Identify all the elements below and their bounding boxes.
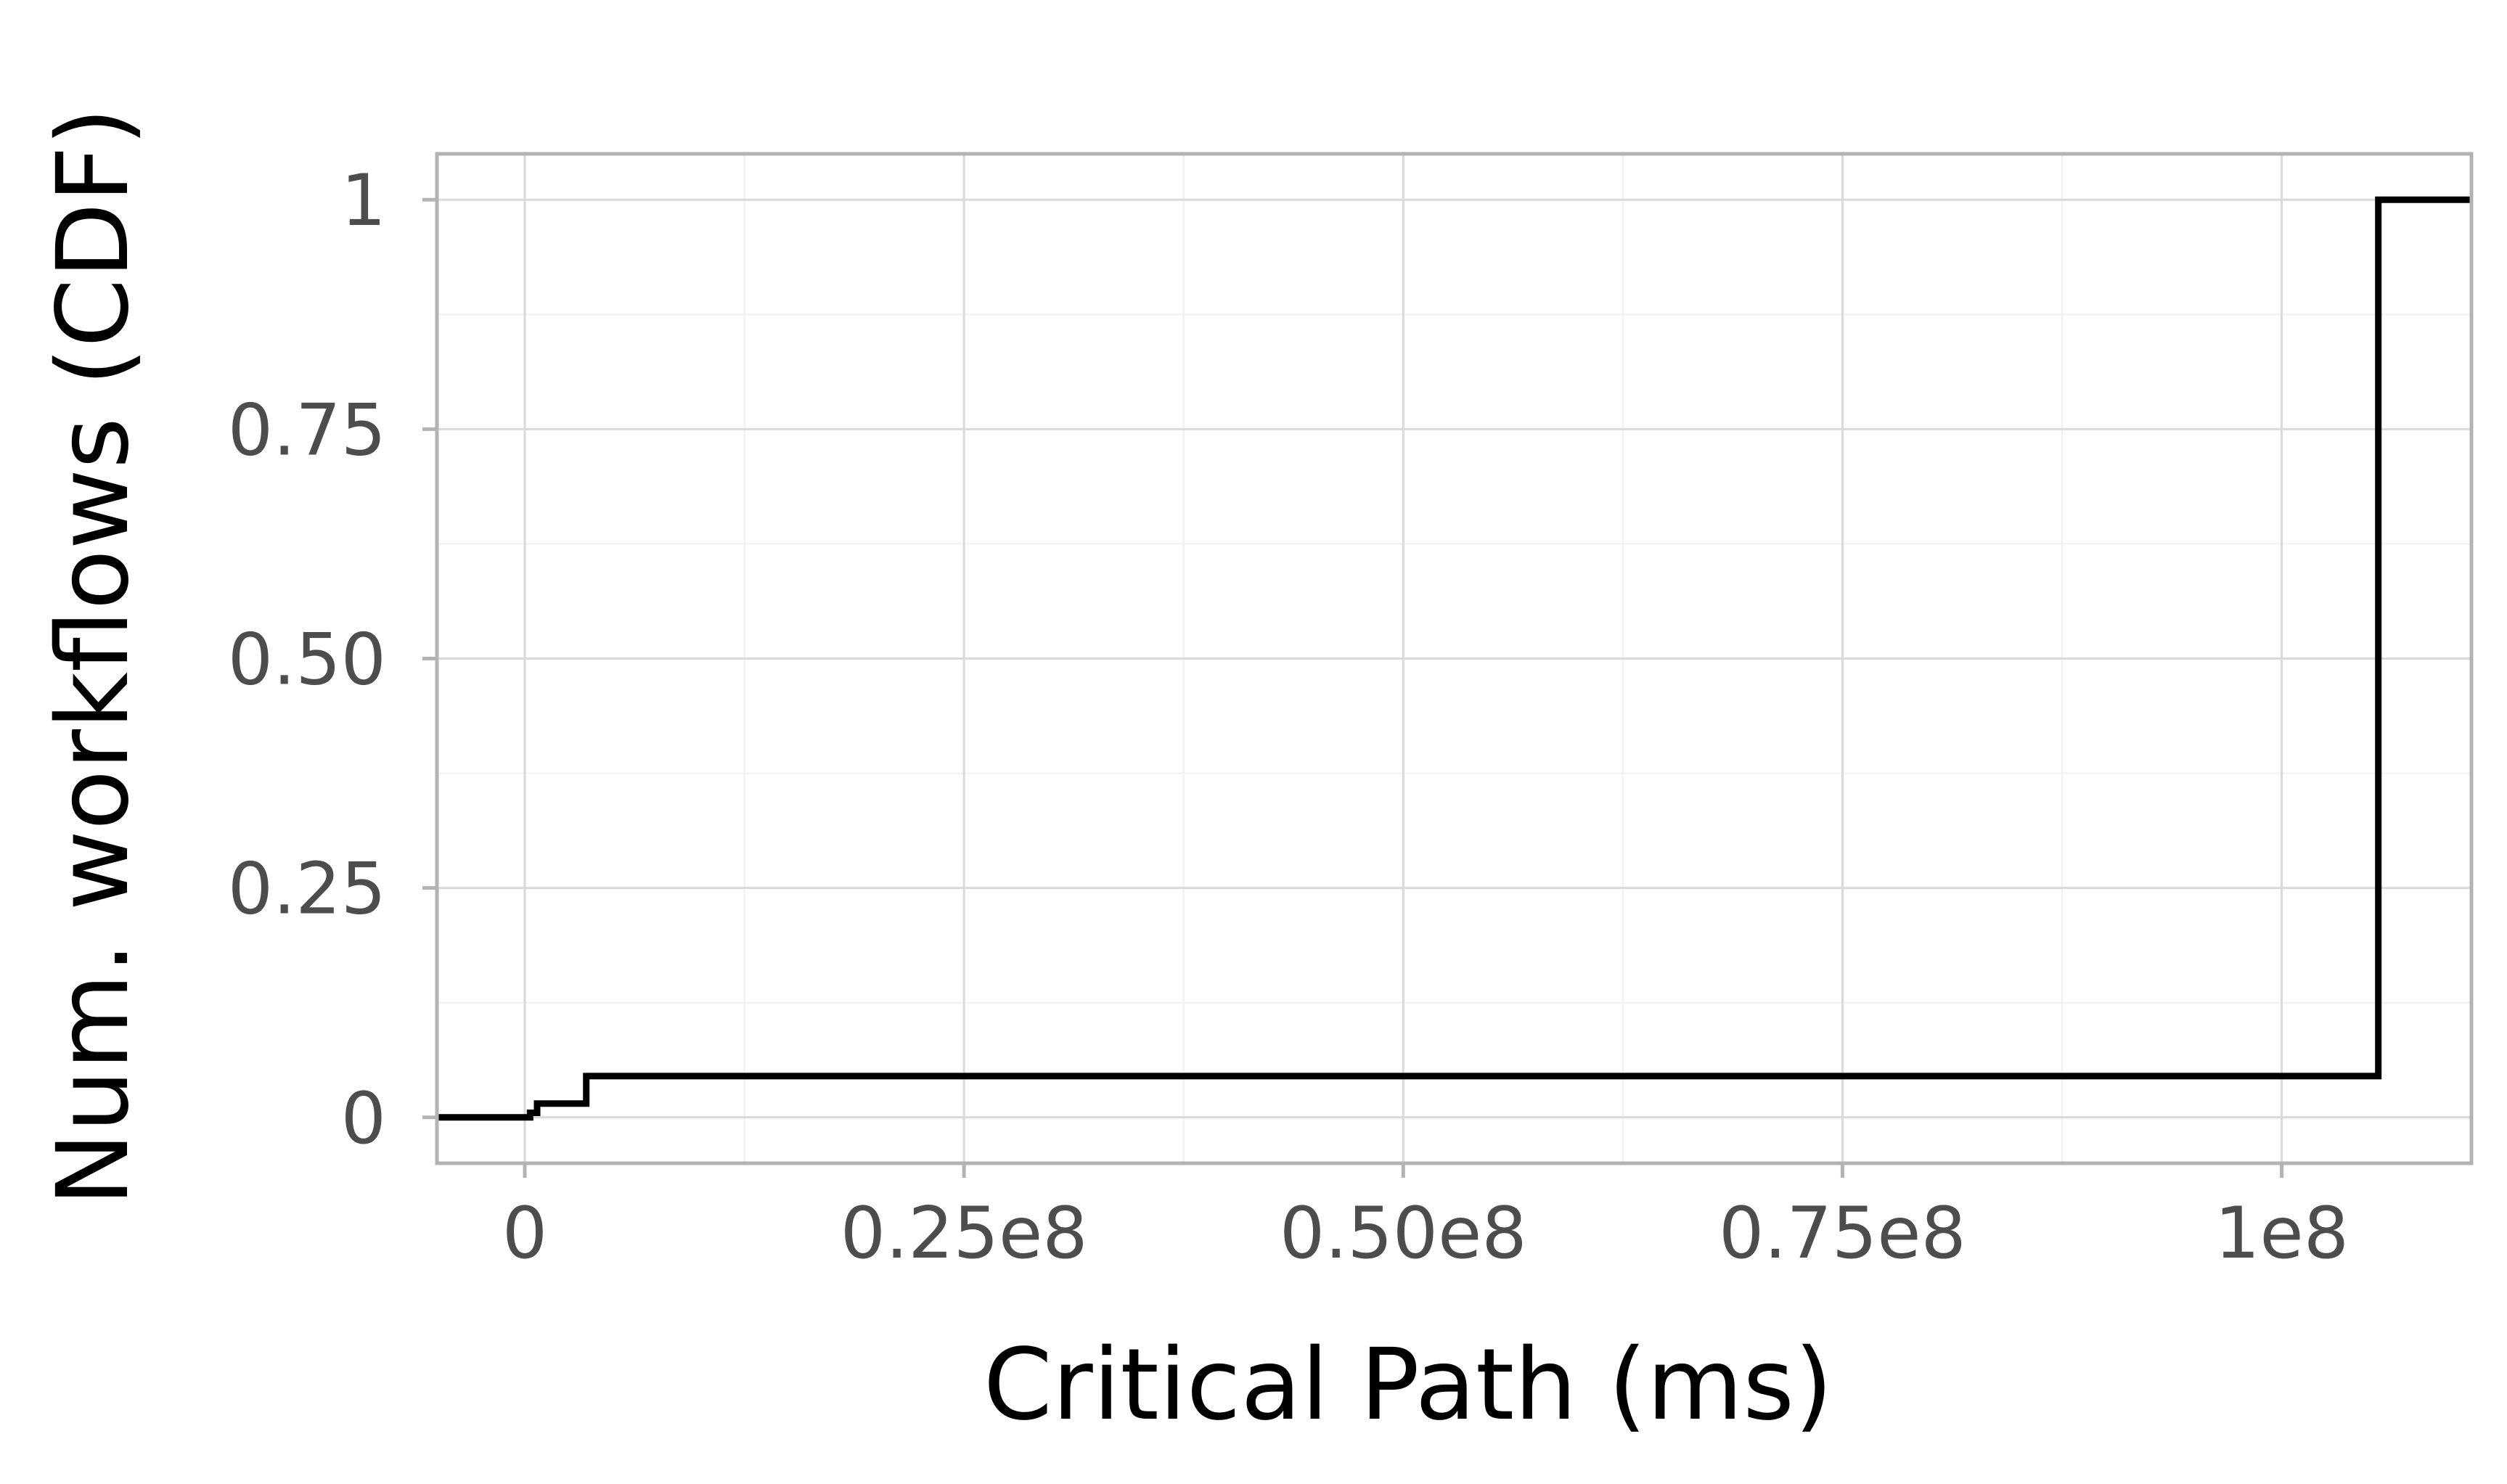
x-axis-title: Critical Path (ms) <box>983 1328 1833 1443</box>
x-tick-label: 0.25e8 <box>841 1192 1088 1275</box>
cdf-step-line <box>437 196 2471 1121</box>
tick-labels: 0 0.25e8 0.50e8 0.75e8 1e8 0 0.25 0.50 0.75 1 <box>228 160 2349 1275</box>
y-tick-label: 0.25 <box>228 848 386 931</box>
x-tick-label: 0.50e8 <box>1280 1192 1527 1275</box>
series-layer <box>437 196 2471 1121</box>
x-tick-label: 0.75e8 <box>1719 1192 1966 1275</box>
axis-ticks <box>422 197 2284 1178</box>
y-tick-label: 1 <box>341 160 386 242</box>
y-axis-title: Num. workflows (CDF) <box>36 107 151 1206</box>
y-tick-label: 0 <box>341 1078 386 1160</box>
y-tick-label: 0.75 <box>228 389 386 472</box>
x-tick-label: 0 <box>502 1192 547 1275</box>
major-gridlines <box>437 154 2471 1163</box>
y-tick-label: 0.50 <box>228 619 386 702</box>
x-tick-label: 1e8 <box>2214 1192 2349 1275</box>
